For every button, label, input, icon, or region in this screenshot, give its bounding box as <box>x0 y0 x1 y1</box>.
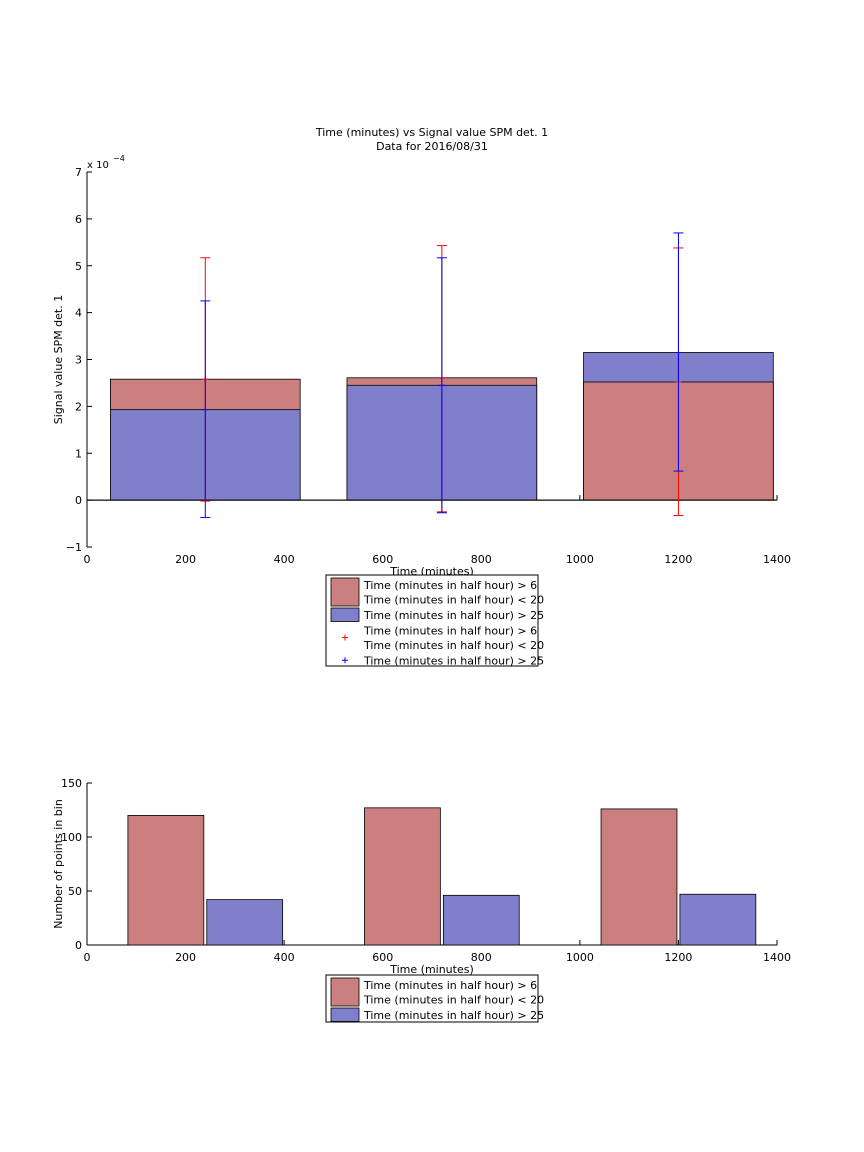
y-tick-label: 4 <box>75 307 82 320</box>
legend-swatch <box>330 607 360 622</box>
legend-box <box>325 974 539 1023</box>
y-tick-label: 1 <box>75 447 82 460</box>
y-axis-label: Signal value SPM det. 1 <box>52 295 65 425</box>
legend-label: Time (minutes in half hour) < 20 <box>363 994 544 1007</box>
chart-title: Time (minutes) vs Signal value SPM det. … <box>315 126 548 139</box>
x-tick-label: 1400 <box>763 553 791 566</box>
y-tick-label: −1 <box>66 541 82 554</box>
bar-series-1 <box>442 894 520 946</box>
x-tick-label: 1400 <box>763 951 791 964</box>
bar-series-0 <box>364 807 441 946</box>
y-tick-label: 50 <box>68 885 82 898</box>
x-tick-label: 600 <box>372 951 393 964</box>
count-chart: 0 200 400 600 800 1000 1200 1400 0 50 100 150 Time (… <box>52 777 791 1023</box>
bar-series-1 <box>679 893 757 946</box>
y-tick-label: 0 <box>75 494 82 507</box>
y-tick-label: 0 <box>75 939 82 952</box>
x-tick-label: 400 <box>274 553 295 566</box>
legend-label: Time (minutes in half hour) > 25 <box>363 655 544 668</box>
legend-label: Time (minutes in half hour) > 6 <box>363 579 537 592</box>
y-tick-label: 150 <box>61 777 82 790</box>
x-tick-label: 1200 <box>664 553 692 566</box>
legend-label: Time (minutes in half hour) > 25 <box>363 1009 544 1022</box>
chart-subtitle: Data for 2016/08/31 <box>376 140 488 153</box>
legend-box <box>325 574 539 667</box>
x-tick-label: 400 <box>274 951 295 964</box>
bar-series-0 <box>600 808 678 946</box>
signal-chart: 0 200 400 600 800 1000 1200 1400−101234567Time … <box>52 126 791 668</box>
y-exponent-power: −4 <box>113 154 125 163</box>
y-axis-label: Number of points in bin <box>52 799 65 929</box>
x-tick-label: 600 <box>372 553 393 566</box>
x-tick-label: 200 <box>175 951 196 964</box>
legend-label: Time (minutes in half hour) > 6 <box>363 625 537 638</box>
x-tick-label: 800 <box>471 553 492 566</box>
y-exponent-base: x 10 <box>87 160 109 171</box>
y-tick-label: 2 <box>75 400 82 413</box>
legend-swatch <box>330 577 360 607</box>
legend-label: Time (minutes in half hour) > 6 <box>363 979 537 992</box>
x-tick-label: 1000 <box>566 553 594 566</box>
legend-label: Time (minutes in half hour) > 25 <box>363 609 544 622</box>
x-tick-label: 0 <box>84 553 91 566</box>
x-tick-label: 200 <box>175 553 196 566</box>
legend-swatch <box>330 1007 360 1022</box>
y-tick-label: 7 <box>75 166 82 179</box>
x-axis-label: Time (minutes) <box>389 963 474 976</box>
bar-series-0 <box>127 815 205 946</box>
legend-label: Time (minutes in half hour) < 20 <box>363 639 544 652</box>
x-tick-label: 0 <box>84 951 91 964</box>
y-tick-label: 100 <box>61 831 82 844</box>
legend-swatch <box>330 977 360 1007</box>
x-tick-label: 1000 <box>566 951 594 964</box>
legend-label: Time (minutes in half hour) < 20 <box>363 594 544 607</box>
y-tick-label: 5 <box>75 260 82 273</box>
y-tick-label: 3 <box>75 354 82 367</box>
bar-series-1 <box>206 899 284 946</box>
y-tick-label: 6 <box>75 213 82 226</box>
x-tick-label: 1200 <box>664 951 692 964</box>
x-tick-label: 800 <box>471 951 492 964</box>
